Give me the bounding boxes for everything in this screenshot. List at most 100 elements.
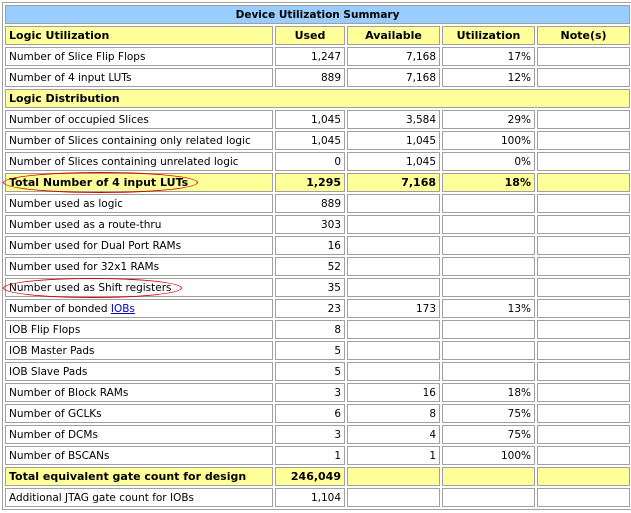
table-row: Additional JTAG gate count for IOBs 1,104 — [5, 488, 631, 507]
row-label-text: Number of bonded — [9, 302, 111, 315]
available-value — [347, 488, 440, 507]
used-value: 8 — [275, 320, 345, 339]
used-value: 1 — [275, 446, 345, 465]
available-value: 7,168 — [347, 173, 440, 192]
available-value: 8 — [347, 404, 440, 423]
title-row: Device Utilization Summary — [5, 5, 631, 24]
row-label-text: Number used as a route-thru — [9, 218, 162, 231]
utilization-value: 18% — [442, 383, 535, 402]
table-row: Number of occupied Slices 1,045 3,584 29% — [5, 110, 631, 129]
iobs-link[interactable]: IOBs — [110, 302, 135, 315]
notes-value — [537, 383, 631, 402]
available-value — [347, 278, 440, 297]
used-value: 889 — [275, 68, 345, 87]
used-value: 889 — [275, 194, 345, 213]
used-value: 303 — [275, 215, 345, 234]
row-label: Total Number of 4 input LUTs — [5, 173, 273, 192]
available-value: 7,168 — [347, 68, 440, 87]
row-label-text: Additional JTAG gate count for IOBs — [9, 491, 195, 504]
available-value: 173 — [347, 299, 440, 318]
notes-value — [537, 173, 631, 192]
notes-value — [537, 320, 631, 339]
used-value: 35 — [275, 278, 345, 297]
notes-value — [537, 278, 631, 297]
notes-value — [537, 362, 631, 381]
notes-value — [537, 110, 631, 129]
table-row: IOB Slave Pads 5 — [5, 362, 631, 381]
used-value: 1,104 — [275, 488, 345, 507]
utilization-value: 13% — [442, 299, 535, 318]
utilization-value: 18% — [442, 173, 535, 192]
row-label: Number of Block RAMs — [5, 383, 273, 402]
utilization-value: 12% — [442, 68, 535, 87]
row-label-text: Number of Slices containing only related… — [9, 134, 251, 147]
used-value: 1,045 — [275, 131, 345, 150]
utilization-value: 75% — [442, 425, 535, 444]
table-row: Number of DCMs 3 4 75% — [5, 425, 631, 444]
row-label: Number of Slices containing only related… — [5, 131, 273, 150]
utilization-value — [442, 257, 535, 276]
table-row: Number used for 32x1 RAMs 52 — [5, 257, 631, 276]
table-row: Number of Block RAMs 3 16 18% — [5, 383, 631, 402]
notes-value — [537, 446, 631, 465]
used-value: 5 — [275, 362, 345, 381]
notes-value — [537, 257, 631, 276]
utilization-value — [442, 215, 535, 234]
notes-value — [537, 131, 631, 150]
row-label-text: Number used as logic — [9, 197, 124, 210]
table-row: Number of Slice Flip Flops 1,247 7,168 17% — [5, 47, 631, 66]
row-label-text: Number of occupied Slices — [9, 113, 149, 126]
notes-value — [537, 467, 631, 486]
available-value — [347, 215, 440, 234]
table-title: Device Utilization Summary — [5, 5, 631, 24]
used-value: 52 — [275, 257, 345, 276]
row-label-text: Number of 4 input LUTs — [9, 71, 132, 84]
row-label: Number of 4 input LUTs — [5, 68, 273, 87]
utilization-value — [442, 194, 535, 213]
available-value — [347, 257, 440, 276]
column-header-note-s: Note(s) — [537, 26, 631, 45]
table-row: Total Number of 4 input LUTs 1,295 7,168 18… — [5, 173, 631, 192]
utilization-value: 29% — [442, 110, 535, 129]
available-value: 4 — [347, 425, 440, 444]
row-label: Number of DCMs — [5, 425, 273, 444]
notes-value — [537, 68, 631, 87]
used-value: 246,049 — [275, 467, 345, 486]
used-value: 5 — [275, 341, 345, 360]
row-label-text: Total Number of 4 input LUTs — [9, 176, 189, 189]
used-value: 6 — [275, 404, 345, 423]
row-label-text: IOB Flip Flops — [9, 323, 81, 336]
available-value — [347, 341, 440, 360]
utilization-value — [442, 488, 535, 507]
section-header: Logic Utilization — [5, 26, 273, 45]
row-label-text: Number used for Dual Port RAMs — [9, 239, 182, 252]
notes-value — [537, 299, 631, 318]
utilization-value: 100% — [442, 446, 535, 465]
row-label: Number of Slice Flip Flops — [5, 47, 273, 66]
table-row: Number used as Shift registers 35 — [5, 278, 631, 297]
utilization-value — [442, 362, 535, 381]
available-value: 1,045 — [347, 131, 440, 150]
row-label: Number of BSCANs — [5, 446, 273, 465]
notes-value — [537, 47, 631, 66]
table-row: Number of 4 input LUTs 889 7,168 12% — [5, 68, 631, 87]
notes-value — [537, 236, 631, 255]
row-label-text: Number used as Shift registers — [9, 281, 172, 294]
row-label: IOB Slave Pads — [5, 362, 273, 381]
utilization-value: 100% — [442, 131, 535, 150]
table-row: IOB Flip Flops 8 — [5, 320, 631, 339]
utilization-value — [442, 278, 535, 297]
notes-value — [537, 194, 631, 213]
available-value: 3,584 — [347, 110, 440, 129]
table-row: Number of GCLKs 6 8 75% — [5, 404, 631, 423]
available-value: 1 — [347, 446, 440, 465]
table-row: Number used for Dual Port RAMs 16 — [5, 236, 631, 255]
used-value: 3 — [275, 383, 345, 402]
column-header-utilization: Utilization — [442, 26, 535, 45]
row-label-text: Number of Slices containing unrelated lo… — [9, 155, 239, 168]
column-header-available: Available — [347, 26, 440, 45]
section-header-row: Logic Distribution — [5, 89, 631, 108]
row-label: Number of Slices containing unrelated lo… — [5, 152, 273, 171]
available-value: 7,168 — [347, 47, 440, 66]
notes-value — [537, 488, 631, 507]
